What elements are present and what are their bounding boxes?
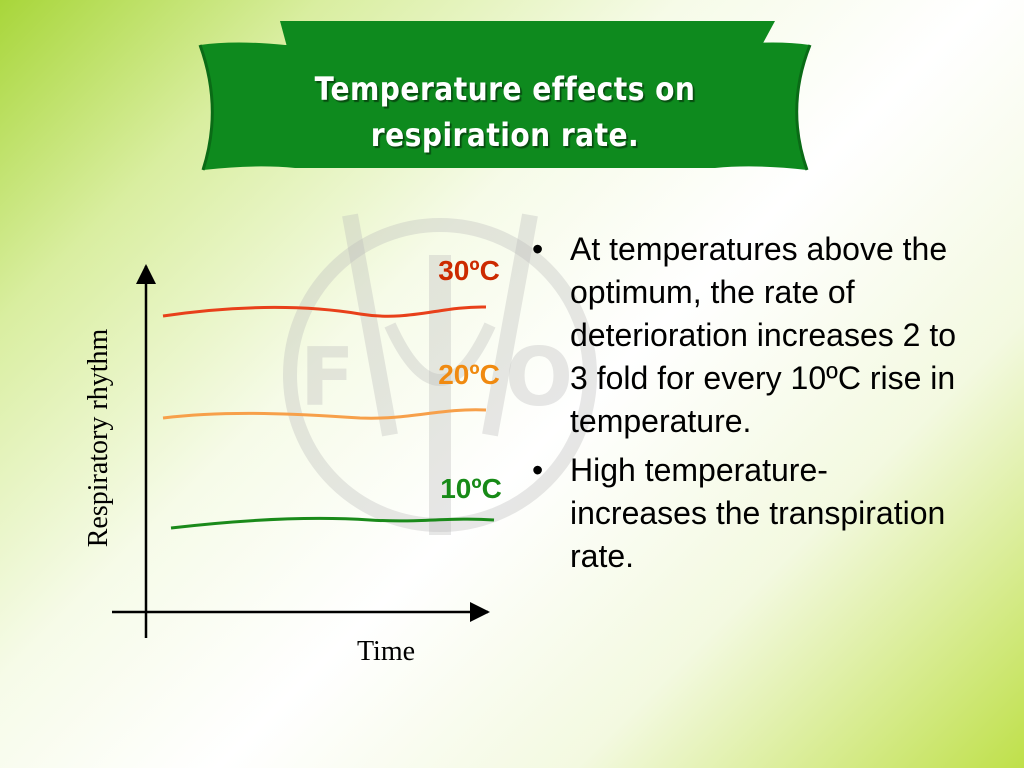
label-10c: 10ºC [440,473,502,504]
x-axis-label: Time [357,636,415,667]
bullet-list: • At temperatures above the optimum, the … [528,228,968,584]
title-banner [198,21,812,171]
page-title: Temperature effects on respiration rate. [285,66,725,158]
svg-text:F: F [300,331,355,424]
bullet-dot-icon: • [532,231,544,267]
y-axis-label: Respiratory rhythm [83,329,114,548]
title-line-1: Temperature effects on [314,70,696,108]
bullet-text-2: High temperature- increases the transpir… [570,452,946,574]
bullet-item: • At temperatures above the optimum, the … [528,228,968,443]
svg-text:O: O [505,331,573,424]
fao-logo-icon: F O [283,213,597,535]
bullet-item: • High temperature- increases the transpi… [528,449,968,578]
label-20c: 20ºC [438,359,500,390]
label-30c: 30ºC [438,255,500,286]
bullet-text-1: At temperatures above the optimum, the r… [570,231,956,439]
bullet-dot-icon: • [532,452,544,488]
title-line-2: respiration rate. [370,116,640,154]
curve-10c [170,516,495,530]
curve-30c [162,305,487,318]
curve-20c [162,408,487,420]
